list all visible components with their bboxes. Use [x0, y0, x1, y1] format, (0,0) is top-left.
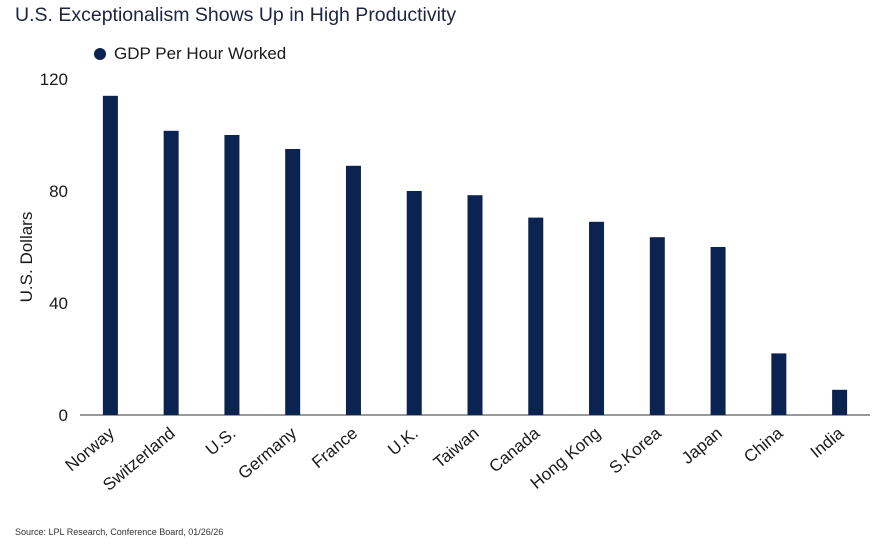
bar	[528, 217, 544, 415]
x-tick-label: China	[740, 423, 787, 466]
bar	[771, 353, 787, 415]
bar	[832, 389, 848, 415]
bar	[467, 195, 483, 415]
y-axis-label: U.S. Dollars	[17, 212, 36, 303]
bar	[589, 221, 605, 415]
x-tick-label: Germany	[234, 423, 300, 483]
bar	[406, 191, 422, 415]
y-tick-label: 0	[59, 406, 68, 425]
x-tick-label: S.Korea	[606, 423, 666, 477]
x-tick-label: Taiwan	[430, 424, 483, 473]
x-tick-label: U.K.	[384, 424, 422, 460]
x-tick-label: France	[308, 424, 361, 473]
y-tick-label: 120	[40, 70, 68, 89]
bar	[345, 165, 361, 415]
legend: GDP Per Hour Worked	[94, 44, 286, 64]
x-tick-label: Japan	[678, 424, 726, 468]
x-tick-label: Canada	[485, 423, 543, 476]
bar	[163, 130, 179, 416]
bar	[285, 149, 301, 415]
source-note: Source: LPL Research, Conference Board, …	[15, 527, 224, 537]
x-tick-label: Norway	[62, 423, 119, 475]
x-tick-label: U.S.	[202, 424, 240, 460]
bar	[710, 247, 726, 415]
bar	[102, 95, 118, 416]
bar	[649, 237, 665, 415]
y-tick-label: 80	[49, 182, 68, 201]
y-tick-label: 40	[49, 294, 68, 313]
x-tick-label: India	[807, 423, 848, 462]
chart-title: U.S. Exceptionalism Shows Up in High Pro…	[15, 4, 457, 26]
bar	[224, 135, 240, 415]
legend-marker	[94, 48, 106, 60]
legend-label: GDP Per Hour Worked	[114, 44, 287, 63]
